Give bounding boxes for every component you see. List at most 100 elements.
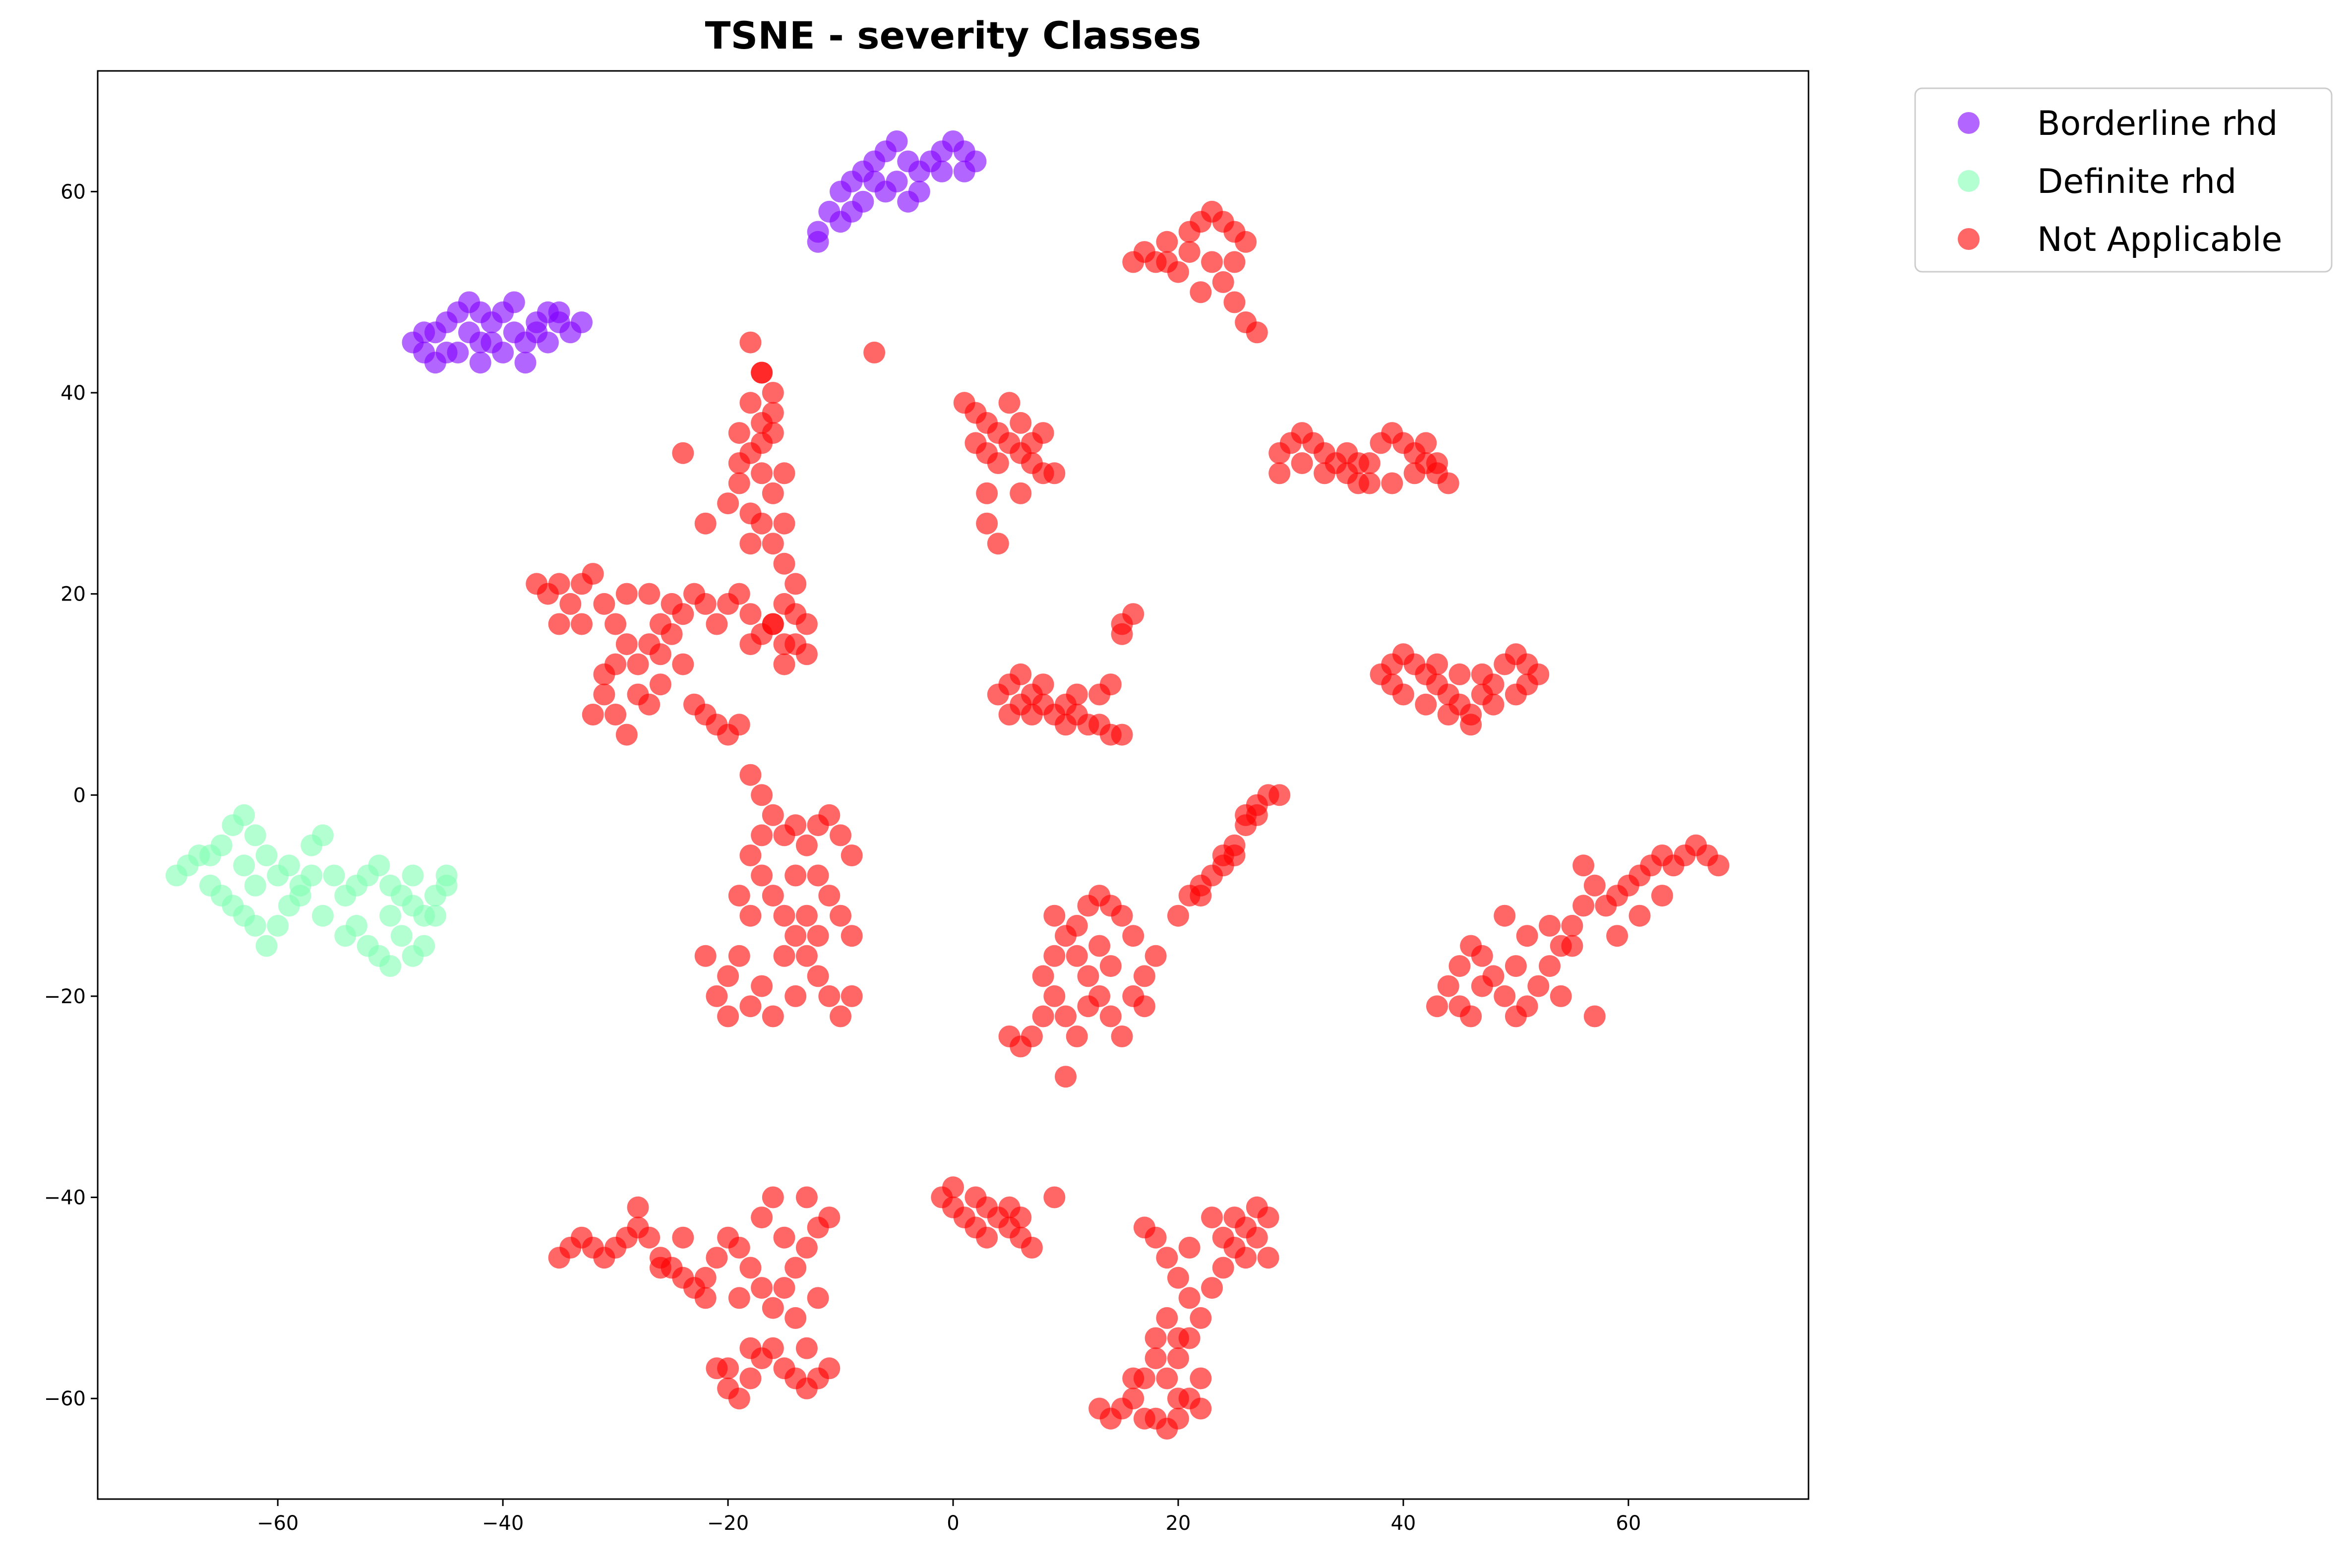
legend-label: Definite rhd xyxy=(2037,162,2236,201)
scatter-point xyxy=(379,905,401,927)
scatter-point xyxy=(695,593,717,615)
scatter-point xyxy=(796,1187,818,1208)
scatter-point xyxy=(1043,985,1065,1007)
scatter-point xyxy=(1516,673,1538,695)
scatter-point xyxy=(199,875,221,897)
scatter-point xyxy=(1111,905,1133,927)
scatter-point xyxy=(739,633,761,655)
scatter-point xyxy=(841,201,863,223)
scatter-point xyxy=(1483,694,1505,716)
scatter-point xyxy=(762,1187,784,1208)
y-tick-label: 60 xyxy=(60,181,86,203)
scatter-point xyxy=(571,613,593,635)
scatter-point xyxy=(1448,955,1470,977)
scatter-point xyxy=(1314,462,1335,484)
scatter-point xyxy=(1156,1368,1178,1389)
scatter-point xyxy=(1223,1206,1245,1228)
scatter-point xyxy=(774,553,795,575)
scatter-point xyxy=(1438,704,1459,725)
scatter-point xyxy=(1415,432,1437,454)
scatter-point xyxy=(1100,955,1122,977)
scatter-point xyxy=(1043,1187,1065,1208)
scatter-point xyxy=(1235,231,1257,253)
scatter-point xyxy=(1066,945,1088,967)
scatter-point xyxy=(1246,1197,1268,1218)
scatter-point xyxy=(976,482,998,504)
scatter-point xyxy=(1246,1227,1268,1249)
scatter-point xyxy=(1122,1368,1144,1389)
scatter-point xyxy=(717,492,739,514)
scatter-point xyxy=(616,724,638,746)
scatter-point xyxy=(784,573,806,595)
y-tick-label: −20 xyxy=(44,985,86,1008)
scatter-point xyxy=(1190,1398,1211,1420)
scatter-point xyxy=(774,462,795,484)
scatter-point xyxy=(976,442,998,464)
scatter-point xyxy=(604,704,626,725)
scatter-point xyxy=(751,362,773,384)
scatter-point xyxy=(818,1357,840,1379)
scatter-point xyxy=(1268,462,1290,484)
scatter-point xyxy=(818,885,840,906)
scatter-point xyxy=(739,844,761,866)
scatter-point xyxy=(1629,905,1651,927)
chart-title: TSNE - severity Classes xyxy=(705,13,1202,58)
scatter-point xyxy=(1223,844,1245,866)
scatter-point xyxy=(728,583,750,605)
scatter-point xyxy=(1258,1247,1279,1268)
scatter-point xyxy=(739,533,761,554)
scatter-point xyxy=(672,654,694,675)
scatter-point xyxy=(1561,935,1583,957)
scatter-point xyxy=(796,945,818,967)
scatter-point xyxy=(559,593,581,615)
scatter-point xyxy=(762,382,784,404)
scatter-point xyxy=(717,1006,739,1027)
scatter-point xyxy=(548,573,570,595)
scatter-point xyxy=(638,1227,660,1249)
scatter-point xyxy=(1494,905,1515,927)
scatter-point xyxy=(1190,281,1211,303)
scatter-point xyxy=(807,1287,829,1309)
scatter-point xyxy=(965,1216,986,1238)
scatter-point xyxy=(1055,1006,1077,1027)
scatter-point xyxy=(1223,251,1245,273)
scatter-point xyxy=(717,1378,739,1399)
scatter-point xyxy=(638,583,660,605)
scatter-point xyxy=(739,603,761,625)
scatter-point xyxy=(751,975,773,997)
scatter-point xyxy=(1100,1006,1122,1027)
scatter-point xyxy=(1032,422,1054,444)
scatter-point xyxy=(1055,1066,1077,1087)
x-tick-label: −20 xyxy=(707,1512,749,1535)
scatter-point xyxy=(1156,1247,1178,1268)
scatter-point xyxy=(774,654,795,675)
scatter-point xyxy=(807,865,829,887)
scatter-point xyxy=(1572,895,1594,916)
x-tick-label: −40 xyxy=(482,1512,524,1535)
scatter-point xyxy=(1010,1206,1031,1228)
scatter-point xyxy=(1539,915,1561,937)
scatter-point xyxy=(774,945,795,967)
scatter-point xyxy=(368,854,390,876)
scatter-point xyxy=(1043,462,1065,484)
scatter-point xyxy=(616,583,638,605)
scatter-point xyxy=(774,513,795,535)
scatter-point xyxy=(650,673,671,695)
scatter-point xyxy=(1066,915,1088,937)
scatter-point xyxy=(1381,473,1403,494)
scatter-point xyxy=(784,814,806,836)
scatter-point xyxy=(1111,724,1133,746)
scatter-point xyxy=(739,905,761,927)
scatter-point xyxy=(604,613,626,635)
scatter-point xyxy=(751,1206,773,1228)
scatter-point xyxy=(818,804,840,826)
scatter-point xyxy=(1088,935,1110,957)
scatter-point xyxy=(841,985,863,1007)
scatter-point xyxy=(1381,673,1403,695)
scatter-point xyxy=(728,1237,750,1259)
scatter-point xyxy=(1438,473,1459,494)
scatter-point xyxy=(695,1287,717,1309)
scatter-point xyxy=(424,352,446,373)
scatter-point xyxy=(695,513,717,535)
scatter-point xyxy=(796,1237,818,1259)
